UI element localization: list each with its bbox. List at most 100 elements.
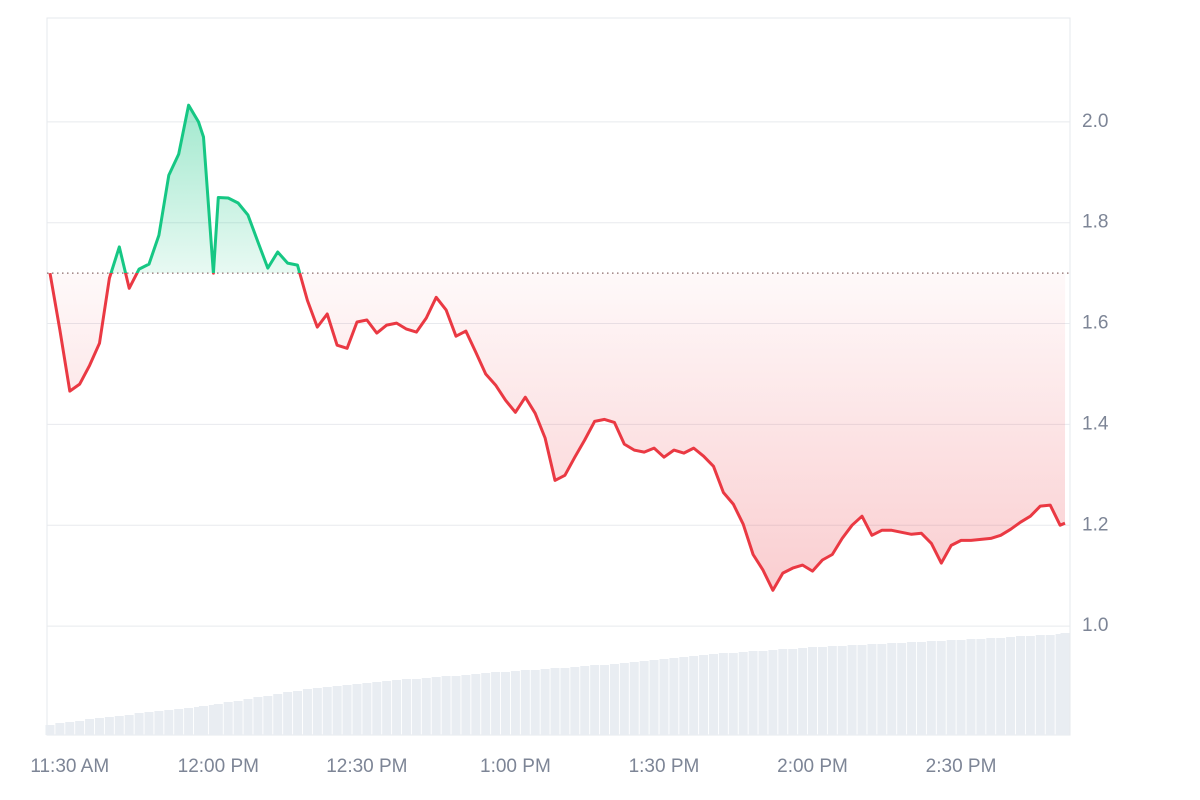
volume-bar xyxy=(1055,634,1065,735)
volume-bar xyxy=(996,638,1006,735)
price-line xyxy=(48,103,1066,592)
volume-bar xyxy=(877,644,887,735)
volume-bar xyxy=(134,713,144,735)
volume-bar xyxy=(198,706,208,735)
volume-bar xyxy=(847,645,857,735)
volume-bar xyxy=(421,678,431,735)
volume-bar xyxy=(382,681,392,735)
volume-bar xyxy=(322,687,332,735)
volume-bar xyxy=(619,663,629,735)
x-tick-label: 12:30 PM xyxy=(326,756,407,777)
price-area xyxy=(49,105,1066,591)
volume-bar xyxy=(55,723,65,735)
volume-bar xyxy=(570,667,580,735)
volume-bar xyxy=(728,653,738,735)
volume-bar xyxy=(936,641,946,735)
volume-bar xyxy=(540,669,550,735)
volume-bar xyxy=(164,710,174,735)
y-tick-label: 2.0 xyxy=(1082,111,1108,132)
y-tick-label: 1.2 xyxy=(1082,514,1108,535)
volume-bar xyxy=(1025,636,1035,735)
volume-bar xyxy=(926,641,936,735)
volume-bar xyxy=(481,673,491,735)
volume-bar xyxy=(768,650,778,735)
volume-bar xyxy=(114,716,124,735)
volume-bar xyxy=(124,715,134,735)
volume-bar xyxy=(946,640,956,735)
y-tick-label: 1.8 xyxy=(1082,212,1108,233)
volume-bar xyxy=(817,647,827,735)
volume-bar xyxy=(550,668,560,735)
volume-bar xyxy=(94,718,104,735)
volume-bar xyxy=(273,694,283,735)
volume-bar xyxy=(1060,633,1070,735)
x-tick-label: 1:30 PM xyxy=(629,756,700,777)
x-tick-label: 11:30 AM xyxy=(30,756,109,777)
volume-bar xyxy=(897,643,907,735)
volume-bar xyxy=(213,704,223,735)
volume-bar xyxy=(1006,637,1016,735)
volume-bar xyxy=(609,664,619,735)
y-tick-label: 1.0 xyxy=(1082,615,1108,636)
volume-bar xyxy=(342,685,352,735)
volume-bar xyxy=(758,651,768,735)
volume-bar xyxy=(907,642,917,735)
volume-bar xyxy=(144,712,154,735)
volume-bar xyxy=(491,672,501,735)
volume-bar xyxy=(808,647,818,735)
x-tick-label: 2:30 PM xyxy=(926,756,997,777)
x-tick-label: 12:00 PM xyxy=(178,756,259,777)
volume-bar xyxy=(461,675,471,735)
volume-bar xyxy=(401,679,411,735)
volume-bar xyxy=(530,670,540,735)
volume-bar xyxy=(184,708,194,735)
volume-bar xyxy=(699,655,709,735)
volume-bar xyxy=(748,651,758,735)
y-tick-label: 1.4 xyxy=(1082,413,1109,434)
volume-bar xyxy=(332,686,342,735)
volume-bar xyxy=(738,652,748,735)
volume-bar xyxy=(689,656,699,735)
volume-bar xyxy=(208,705,218,735)
volume-bar xyxy=(223,702,233,735)
volume-bar xyxy=(600,665,610,735)
volume-bar xyxy=(174,709,184,735)
volume-bar xyxy=(362,683,372,735)
volume-bar xyxy=(501,672,511,735)
volume-bar xyxy=(708,654,718,735)
volume-bar xyxy=(1045,635,1055,735)
volume-bar xyxy=(243,699,253,735)
volume-bar xyxy=(75,721,85,735)
volume-bar xyxy=(253,697,263,735)
volume-bar xyxy=(916,642,926,735)
volume-bar xyxy=(154,711,164,735)
volume-bar xyxy=(857,645,867,735)
volume-bar xyxy=(233,701,243,735)
volume-bar xyxy=(1035,635,1045,735)
volume-bar xyxy=(659,659,669,735)
volume-bar xyxy=(302,689,312,735)
volume-bar xyxy=(1015,636,1025,735)
volume-bar xyxy=(629,662,639,735)
volume-bar xyxy=(520,670,530,735)
volume-bar xyxy=(293,691,303,735)
volume-bar xyxy=(263,696,273,735)
volume-bar xyxy=(956,640,966,735)
volume-bar xyxy=(867,644,877,735)
volume-bar xyxy=(510,671,520,735)
volume-bar xyxy=(372,682,382,735)
volume-bar xyxy=(827,646,837,735)
volume-bar xyxy=(669,658,679,735)
y-tick-label: 1.6 xyxy=(1082,313,1108,334)
volume-bar xyxy=(639,661,649,735)
volume-bar xyxy=(798,648,808,735)
volume-bar xyxy=(85,719,95,735)
volume-bar xyxy=(590,665,600,735)
volume-bar xyxy=(441,676,451,735)
volume-bar xyxy=(837,646,847,735)
volume-bar xyxy=(788,649,798,735)
volume-bar xyxy=(451,676,461,735)
volume-bar xyxy=(65,722,75,735)
volume-bar xyxy=(471,674,481,735)
